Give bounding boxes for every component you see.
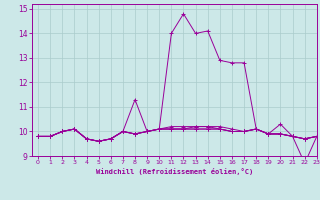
X-axis label: Windchill (Refroidissement éolien,°C): Windchill (Refroidissement éolien,°C) xyxy=(96,168,253,175)
